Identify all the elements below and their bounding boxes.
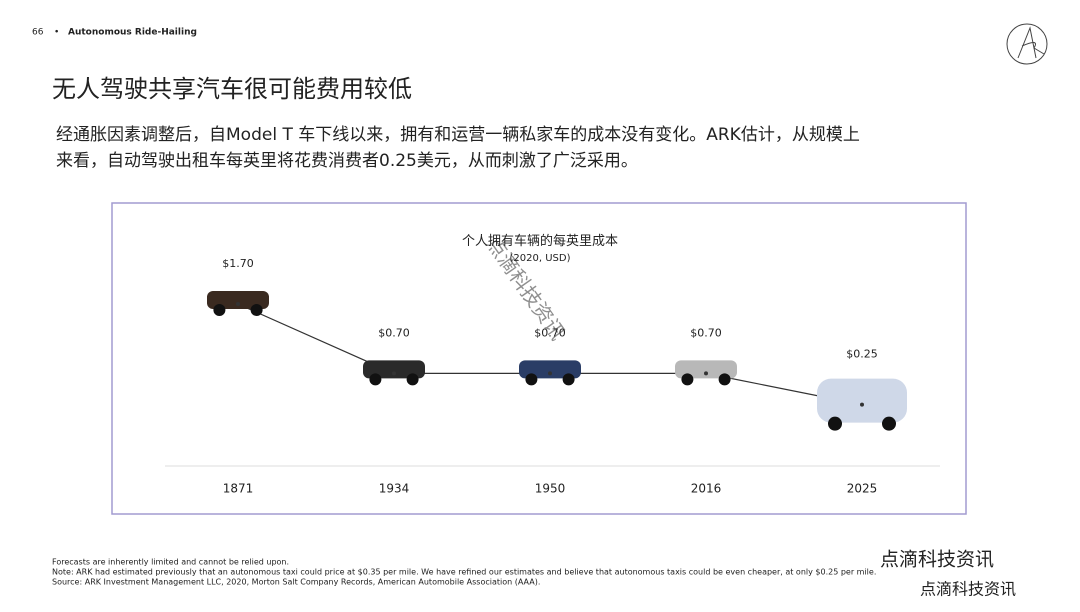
footnote: Forecasts are inherently limited and can… bbox=[52, 558, 289, 567]
point bbox=[704, 371, 708, 376]
section-name: Autonomous Ride-Hailing bbox=[68, 28, 197, 38]
value-label: $1.70 bbox=[222, 257, 254, 270]
point bbox=[236, 302, 240, 306]
page-number: 66 bbox=[32, 28, 44, 38]
bullet: • bbox=[54, 28, 59, 38]
vehicle-icon bbox=[207, 291, 269, 316]
slide-title: 无人驾驶共享汽车很可能费用较低 bbox=[52, 75, 412, 103]
x-tick-label: 1871 bbox=[223, 482, 254, 496]
value-label: $0.70 bbox=[690, 326, 722, 339]
body-line: 来看，自动驾驶出租车每英里将花费消费者0.25美元，从而刺激了广泛采用。 bbox=[56, 151, 638, 171]
value-label: $0.70 bbox=[534, 326, 566, 339]
logo bbox=[1006, 23, 1048, 65]
footnote: Note: ARK had estimated previously that … bbox=[52, 568, 876, 577]
value-label: $0.25 bbox=[846, 348, 878, 361]
chart-title: 个人拥有车辆的每英里成本 bbox=[462, 233, 618, 248]
chart-subtitle: (2020, USD) bbox=[510, 253, 571, 264]
point bbox=[548, 371, 552, 376]
vehicle-icon bbox=[675, 360, 737, 386]
point bbox=[860, 402, 864, 407]
vehicle-icon bbox=[363, 360, 425, 386]
vehicle-icon bbox=[519, 360, 581, 386]
vehicle-icon bbox=[817, 378, 907, 431]
x-tick-label: 2025 bbox=[847, 482, 878, 496]
watermark: 点滴科技资讯 bbox=[920, 580, 1016, 599]
watermark: 点滴科技资讯 bbox=[880, 549, 994, 571]
x-tick-label: 1950 bbox=[535, 482, 566, 496]
body-line: 经通胀因素调整后，自Model T 车下线以来，拥有和运营一辆私家车的成本没有变… bbox=[56, 125, 860, 145]
value-label: $0.70 bbox=[378, 326, 410, 339]
x-tick-label: 1934 bbox=[379, 482, 410, 496]
x-tick-label: 2016 bbox=[691, 482, 722, 496]
chart-frame bbox=[111, 202, 967, 515]
footnote: Source: ARK Investment Management LLC, 2… bbox=[52, 578, 540, 587]
point bbox=[392, 371, 396, 376]
